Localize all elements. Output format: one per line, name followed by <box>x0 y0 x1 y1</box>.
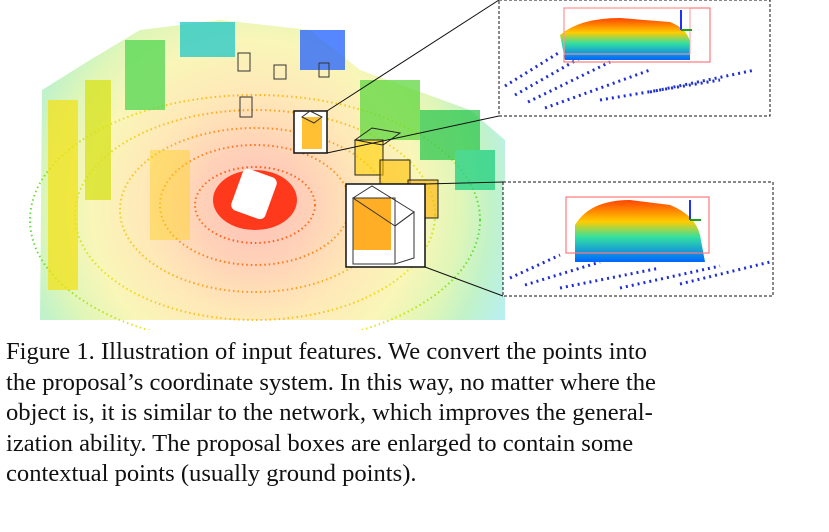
highlighted-proposal-far <box>293 110 328 154</box>
ego-vehicle-gap <box>231 168 277 220</box>
point-cloud-figure <box>29 0 774 330</box>
highlighted-proposal-near <box>345 183 426 268</box>
figure-caption: Figure 1. Illustration of input features… <box>6 337 824 490</box>
zoom-connectors <box>326 0 504 297</box>
zoom-inset-near <box>502 181 774 297</box>
caption-line: Figure 1. Illustration of input features… <box>6 338 647 365</box>
caption-line: object is, it is similar to the network,… <box>6 399 653 426</box>
caption-line: contextual points (usually ground points… <box>6 460 417 487</box>
caption-line: the proposal’s coordinate system. In thi… <box>6 368 656 396</box>
zoom-inset-far <box>498 0 771 117</box>
lidar-scene <box>29 20 505 330</box>
caption-line: ization ability. The proposal boxes are … <box>6 429 634 457</box>
